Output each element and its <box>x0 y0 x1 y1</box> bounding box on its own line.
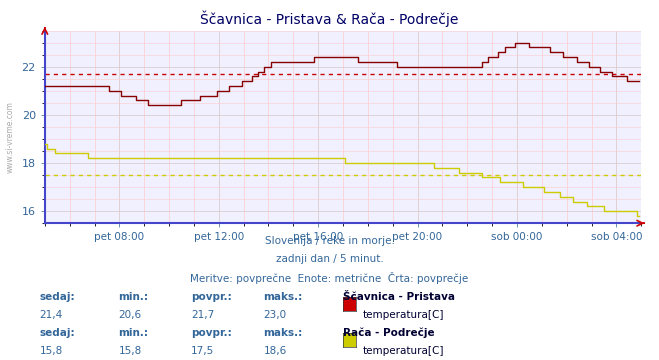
Text: 18,6: 18,6 <box>264 346 287 356</box>
Text: povpr.:: povpr.: <box>191 328 232 338</box>
Text: sedaj:: sedaj: <box>40 292 75 302</box>
Text: 15,8: 15,8 <box>40 346 63 356</box>
Text: Ščavnica - Pristava & Rača - Podrečje: Ščavnica - Pristava & Rača - Podrečje <box>200 11 459 27</box>
Text: povpr.:: povpr.: <box>191 292 232 302</box>
Text: temperatura[C]: temperatura[C] <box>362 310 444 320</box>
Text: Rača - Podrečje: Rača - Podrečje <box>343 328 434 338</box>
Text: www.si-vreme.com: www.si-vreme.com <box>5 101 14 173</box>
Text: 21,7: 21,7 <box>191 310 214 320</box>
Text: min.:: min.: <box>119 292 149 302</box>
Text: 20,6: 20,6 <box>119 310 142 320</box>
Text: temperatura[C]: temperatura[C] <box>362 346 444 356</box>
Text: 15,8: 15,8 <box>119 346 142 356</box>
Text: 23,0: 23,0 <box>264 310 287 320</box>
Text: sedaj:: sedaj: <box>40 328 75 338</box>
Text: Ščavnica - Pristava: Ščavnica - Pristava <box>343 292 455 302</box>
Text: maks.:: maks.: <box>264 292 303 302</box>
Text: Meritve: povprečne  Enote: metrične  Črta: povprečje: Meritve: povprečne Enote: metrične Črta:… <box>190 272 469 284</box>
Text: zadnji dan / 5 minut.: zadnji dan / 5 minut. <box>275 254 384 264</box>
Text: 21,4: 21,4 <box>40 310 63 320</box>
Text: min.:: min.: <box>119 328 149 338</box>
Text: maks.:: maks.: <box>264 328 303 338</box>
Text: 17,5: 17,5 <box>191 346 214 356</box>
Text: Slovenija / reke in morje.: Slovenija / reke in morje. <box>264 236 395 246</box>
